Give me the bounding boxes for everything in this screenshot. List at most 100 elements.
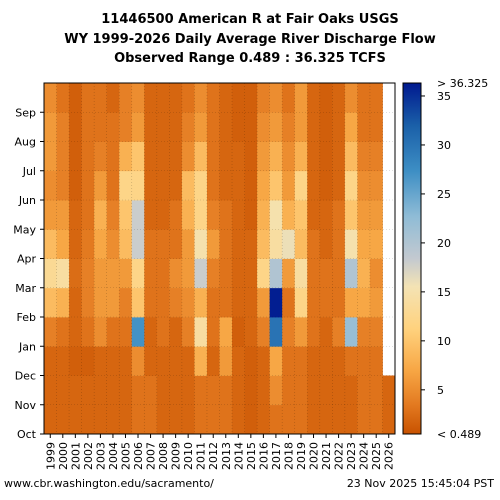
y-tick-label: May	[13, 223, 36, 236]
heatmap-cell	[106, 404, 120, 435]
heatmap-cell	[244, 200, 258, 230]
heatmap-cell	[294, 229, 308, 259]
heatmap-cell	[357, 346, 371, 376]
heatmap-cell	[357, 375, 371, 406]
heatmap-cell	[156, 287, 170, 318]
heatmap-cell	[119, 229, 133, 259]
heatmap-cell	[282, 404, 296, 435]
x-tick-label: 2016	[257, 442, 270, 470]
heatmap-cell	[94, 229, 108, 259]
y-axis: Oct Nov Dec Jan Feb Mar Apr May Jun Jul Aug Sep	[13, 106, 44, 441]
heatmap-cell	[131, 346, 145, 376]
heatmap-cell	[56, 346, 70, 376]
y-tick-label: Jul	[22, 165, 36, 178]
heatmap-cell	[106, 141, 120, 172]
heatmap-cell	[44, 170, 57, 201]
heatmap-cell	[44, 317, 57, 347]
heatmap-cell	[81, 83, 95, 113]
heatmap-cell	[219, 170, 233, 201]
heatmap-cell	[307, 258, 321, 289]
y-tick-label: Jan	[18, 340, 36, 353]
heatmap-cell	[369, 112, 383, 142]
heatmap-cell	[44, 375, 57, 406]
heatmap-cell	[44, 141, 57, 172]
heatmap-cell	[144, 346, 158, 376]
heatmap-cell	[81, 287, 95, 318]
heatmap-cell	[357, 317, 371, 347]
heatmap-cell	[131, 170, 145, 201]
heatmap-cell	[44, 258, 57, 289]
heatmap-cell	[219, 375, 233, 406]
heatmap-cell	[94, 317, 108, 347]
heatmap-cell	[131, 112, 145, 142]
heatmap-cell	[169, 112, 183, 142]
heatmap-cell	[106, 200, 120, 230]
heatmap-cell	[94, 200, 108, 230]
heatmap-cell	[181, 404, 195, 435]
heatmap-cell	[131, 141, 145, 172]
heatmap-cell	[44, 83, 57, 113]
heatmap-cell	[369, 404, 383, 435]
footer-source-url[interactable]: www.cbr.washington.edu/sacramento/	[4, 477, 214, 490]
heatmap-cell	[269, 141, 283, 172]
heatmap-cell	[257, 141, 271, 172]
heatmap-cell	[244, 375, 258, 406]
x-tick-label: 2000	[57, 442, 70, 470]
heatmap-cell	[357, 112, 371, 142]
heatmap-cell	[206, 317, 220, 347]
heatmap-cell	[257, 83, 271, 113]
x-tick-label: 2025	[370, 442, 383, 470]
heatmap-cell	[282, 317, 296, 347]
heatmap-cell	[307, 346, 321, 376]
heatmap-cell	[257, 404, 271, 435]
heatmap-cell	[194, 317, 208, 347]
heatmap-cell	[319, 83, 333, 113]
heatmap-cell	[106, 258, 120, 289]
heatmap-cell	[344, 258, 358, 289]
heatmap-cell	[294, 83, 308, 113]
heatmap-cell	[319, 229, 333, 259]
colorbar-tick-label: 15	[437, 286, 451, 299]
heatmap-cell	[131, 258, 145, 289]
heatmap-cell	[69, 112, 83, 142]
x-tick-label: 2018	[282, 442, 295, 470]
heatmap-cell	[282, 141, 296, 172]
heatmap-cell	[244, 170, 258, 201]
heatmap-cell	[319, 404, 333, 435]
heatmap-cell	[131, 375, 145, 406]
colorbar-tick-label: 25	[437, 188, 451, 201]
heatmap-cell	[156, 346, 170, 376]
heatmap-cell	[257, 112, 271, 142]
heatmap-cell	[332, 404, 346, 435]
heatmap-cell	[219, 346, 233, 376]
x-tick-label: 2004	[107, 442, 120, 470]
heatmap-cell	[144, 258, 158, 289]
heatmap-cell	[257, 317, 271, 347]
heatmap-cell	[144, 404, 158, 435]
heatmap-cell	[332, 200, 346, 230]
heatmap-cell	[244, 317, 258, 347]
heatmap-cell	[181, 287, 195, 318]
heatmap-cell	[257, 170, 271, 201]
heatmap-cell	[94, 287, 108, 318]
heatmap-cell	[194, 258, 208, 289]
heatmap-cell	[144, 112, 158, 142]
heatmap-cell	[56, 258, 70, 289]
y-tick-label: Apr	[17, 253, 37, 266]
heatmap-cell	[294, 170, 308, 201]
heatmap-cell	[81, 200, 95, 230]
heatmap-cell	[232, 258, 245, 289]
heatmap-cell	[232, 200, 245, 230]
heatmap-cell	[257, 346, 271, 376]
heatmap-cell	[294, 258, 308, 289]
x-tick-label: 2008	[157, 442, 170, 470]
heatmap-cell	[307, 287, 321, 318]
heatmap-cell	[319, 375, 333, 406]
heatmap-cell	[119, 404, 133, 435]
heatmap-cell	[169, 317, 183, 347]
x-tick-label: 2015	[245, 442, 258, 470]
heatmap-cell	[131, 200, 145, 230]
heatmap-cell	[69, 317, 83, 347]
heatmap-cell	[106, 112, 120, 142]
heatmap-cell	[44, 404, 57, 435]
